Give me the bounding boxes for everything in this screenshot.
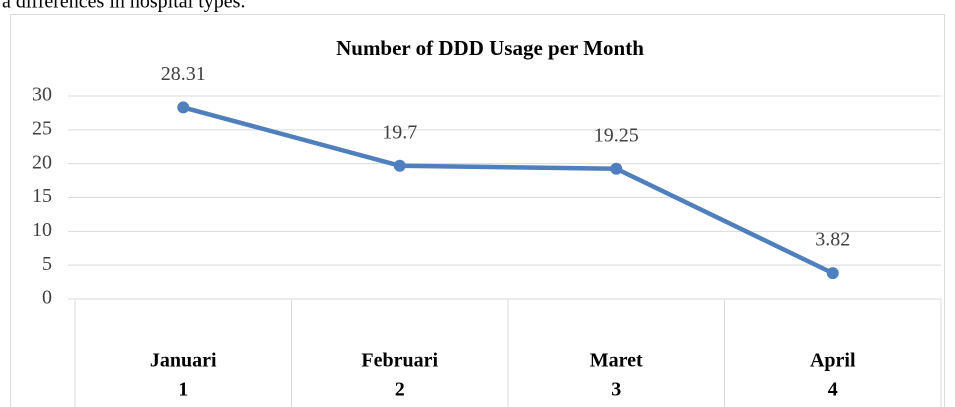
marker	[610, 162, 623, 175]
line	[182, 105, 834, 276]
data-label: 19.25	[594, 124, 639, 146]
y-tick-label: 5	[42, 253, 52, 275]
x-tick-label: Januari	[150, 350, 217, 372]
marker	[393, 159, 406, 172]
x-tick-label: Maret	[590, 350, 643, 372]
data-label: 19.7	[382, 121, 417, 143]
data-label: 28.31	[161, 63, 206, 85]
marker	[177, 101, 190, 114]
x-tick-number: 4	[828, 379, 838, 401]
chart-border	[10, 14, 945, 407]
data-label: 3.82	[815, 229, 850, 251]
x-tick-number: 1	[178, 379, 188, 401]
y-tick-label: 0	[42, 287, 52, 309]
page-text: a differences in hospital types.	[2, 0, 245, 13]
y-tick-label: 25	[32, 117, 52, 139]
chart-title: Number of DDD Usage per Month	[336, 36, 644, 60]
marker	[826, 267, 839, 280]
x-tick-label: April	[810, 350, 856, 372]
y-tick-label: 30	[32, 84, 52, 106]
x-tick-number: 3	[611, 379, 621, 401]
x-tick-number: 2	[395, 379, 405, 401]
y-tick-label: 10	[32, 219, 52, 241]
y-tick-label: 20	[32, 151, 52, 173]
x-tick-label: Februari	[361, 350, 438, 372]
y-tick-label: 15	[32, 185, 52, 207]
